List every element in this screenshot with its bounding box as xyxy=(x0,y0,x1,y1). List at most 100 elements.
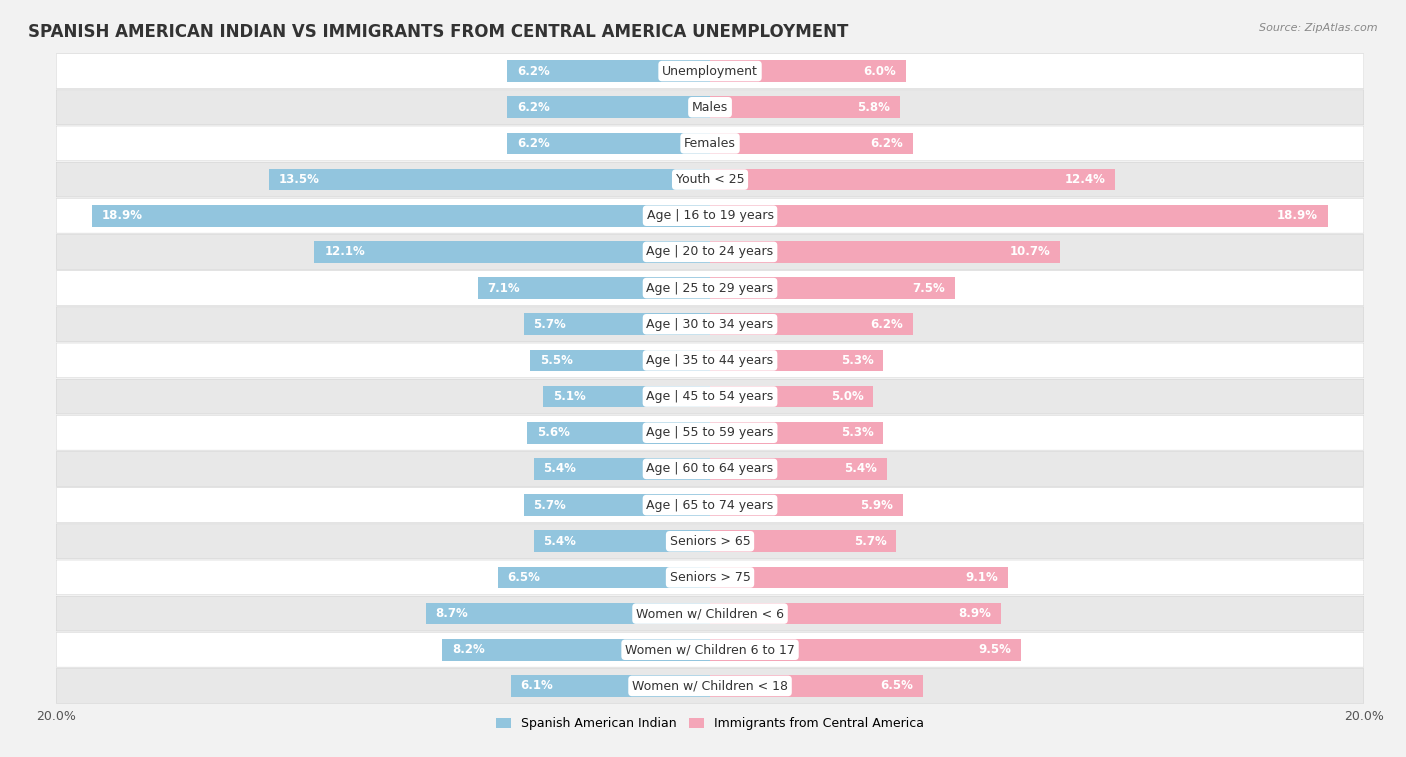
Text: Age | 45 to 54 years: Age | 45 to 54 years xyxy=(647,390,773,403)
FancyBboxPatch shape xyxy=(56,162,1364,197)
FancyBboxPatch shape xyxy=(56,307,1364,341)
Bar xyxy=(533,458,710,480)
Bar xyxy=(441,639,710,661)
Text: 6.5%: 6.5% xyxy=(508,571,540,584)
Text: Males: Males xyxy=(692,101,728,114)
Text: 7.5%: 7.5% xyxy=(912,282,945,294)
Bar xyxy=(533,531,710,552)
FancyBboxPatch shape xyxy=(56,343,1364,378)
FancyBboxPatch shape xyxy=(56,632,1364,667)
Text: Seniors > 75: Seniors > 75 xyxy=(669,571,751,584)
Text: Unemployment: Unemployment xyxy=(662,64,758,77)
Text: 6.2%: 6.2% xyxy=(870,318,903,331)
Bar xyxy=(527,422,710,444)
Bar xyxy=(710,205,1327,226)
Bar xyxy=(710,313,912,335)
Bar xyxy=(543,386,710,407)
Text: Source: ZipAtlas.com: Source: ZipAtlas.com xyxy=(1260,23,1378,33)
Bar xyxy=(710,675,922,696)
Text: Age | 55 to 59 years: Age | 55 to 59 years xyxy=(647,426,773,439)
Bar xyxy=(93,205,710,226)
Bar xyxy=(710,603,1001,625)
Text: SPANISH AMERICAN INDIAN VS IMMIGRANTS FROM CENTRAL AMERICA UNEMPLOYMENT: SPANISH AMERICAN INDIAN VS IMMIGRANTS FR… xyxy=(28,23,848,41)
Text: 8.2%: 8.2% xyxy=(451,643,485,656)
Text: Age | 65 to 74 years: Age | 65 to 74 years xyxy=(647,499,773,512)
Text: Age | 35 to 44 years: Age | 35 to 44 years xyxy=(647,354,773,367)
Text: 6.2%: 6.2% xyxy=(517,64,550,77)
Bar xyxy=(710,566,1008,588)
Bar xyxy=(508,132,710,154)
Text: 5.3%: 5.3% xyxy=(841,426,873,439)
Bar xyxy=(710,494,903,516)
Text: 5.5%: 5.5% xyxy=(540,354,572,367)
FancyBboxPatch shape xyxy=(56,416,1364,450)
Text: 8.7%: 8.7% xyxy=(436,607,468,620)
Text: Age | 30 to 34 years: Age | 30 to 34 years xyxy=(647,318,773,331)
Text: 5.9%: 5.9% xyxy=(860,499,893,512)
Text: 5.1%: 5.1% xyxy=(553,390,586,403)
Text: 8.9%: 8.9% xyxy=(959,607,991,620)
Text: 5.4%: 5.4% xyxy=(844,463,877,475)
Text: 6.2%: 6.2% xyxy=(517,101,550,114)
FancyBboxPatch shape xyxy=(56,126,1364,160)
Bar xyxy=(269,169,710,191)
Text: Women w/ Children < 18: Women w/ Children < 18 xyxy=(633,680,787,693)
Bar xyxy=(530,350,710,371)
Text: Age | 16 to 19 years: Age | 16 to 19 years xyxy=(647,209,773,223)
Bar xyxy=(710,639,1021,661)
Text: Women w/ Children 6 to 17: Women w/ Children 6 to 17 xyxy=(626,643,794,656)
Text: 6.2%: 6.2% xyxy=(517,137,550,150)
Text: Age | 20 to 24 years: Age | 20 to 24 years xyxy=(647,245,773,258)
Text: 5.7%: 5.7% xyxy=(533,318,567,331)
Text: 6.0%: 6.0% xyxy=(863,64,897,77)
FancyBboxPatch shape xyxy=(56,668,1364,703)
Text: 6.5%: 6.5% xyxy=(880,680,912,693)
Bar xyxy=(710,350,883,371)
Text: 12.1%: 12.1% xyxy=(325,245,366,258)
Bar xyxy=(498,566,710,588)
Bar xyxy=(710,169,1115,191)
Bar xyxy=(508,96,710,118)
Bar xyxy=(710,96,900,118)
FancyBboxPatch shape xyxy=(56,524,1364,559)
Text: 6.2%: 6.2% xyxy=(870,137,903,150)
FancyBboxPatch shape xyxy=(56,198,1364,233)
Text: 5.7%: 5.7% xyxy=(853,534,887,548)
Text: Females: Females xyxy=(685,137,735,150)
Text: 5.8%: 5.8% xyxy=(856,101,890,114)
Text: 12.4%: 12.4% xyxy=(1064,173,1105,186)
Text: Women w/ Children < 6: Women w/ Children < 6 xyxy=(636,607,785,620)
FancyBboxPatch shape xyxy=(56,235,1364,269)
Text: 9.5%: 9.5% xyxy=(979,643,1011,656)
Bar xyxy=(710,132,912,154)
FancyBboxPatch shape xyxy=(56,90,1364,125)
Text: 5.4%: 5.4% xyxy=(543,534,576,548)
Text: 10.7%: 10.7% xyxy=(1010,245,1050,258)
FancyBboxPatch shape xyxy=(56,560,1364,595)
Text: 18.9%: 18.9% xyxy=(103,209,143,223)
Bar xyxy=(710,422,883,444)
Text: Age | 25 to 29 years: Age | 25 to 29 years xyxy=(647,282,773,294)
FancyBboxPatch shape xyxy=(56,54,1364,89)
Bar xyxy=(426,603,710,625)
FancyBboxPatch shape xyxy=(56,379,1364,414)
Bar xyxy=(710,531,897,552)
Bar xyxy=(710,241,1060,263)
Bar xyxy=(510,675,710,696)
Text: 5.0%: 5.0% xyxy=(831,390,863,403)
Text: 5.4%: 5.4% xyxy=(543,463,576,475)
Text: 5.7%: 5.7% xyxy=(533,499,567,512)
Bar xyxy=(710,386,873,407)
Legend: Spanish American Indian, Immigrants from Central America: Spanish American Indian, Immigrants from… xyxy=(496,718,924,731)
Text: Youth < 25: Youth < 25 xyxy=(676,173,744,186)
Text: 6.1%: 6.1% xyxy=(520,680,553,693)
Text: 13.5%: 13.5% xyxy=(278,173,319,186)
Bar xyxy=(508,61,710,82)
Bar xyxy=(710,277,955,299)
Text: 5.3%: 5.3% xyxy=(841,354,873,367)
Bar xyxy=(315,241,710,263)
Text: Seniors > 65: Seniors > 65 xyxy=(669,534,751,548)
Bar xyxy=(523,494,710,516)
Bar xyxy=(523,313,710,335)
Text: 7.1%: 7.1% xyxy=(488,282,520,294)
